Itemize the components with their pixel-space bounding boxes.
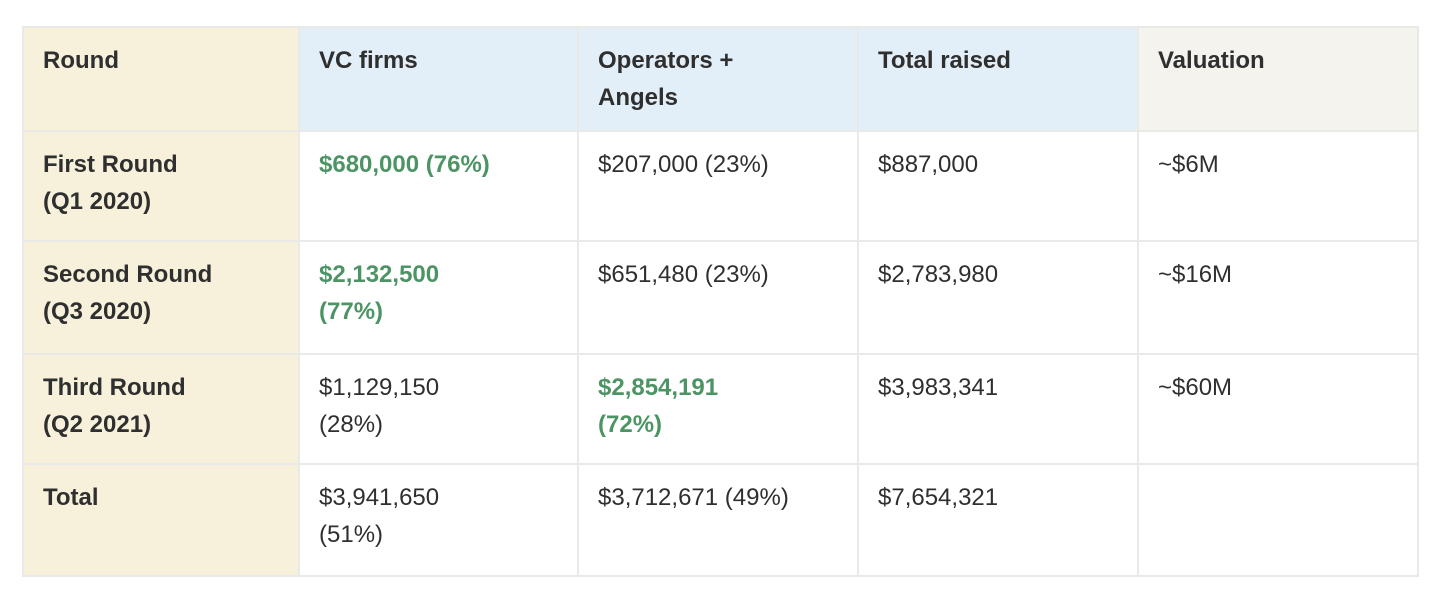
table-row-total: Total $3,941,650 (51%) $3,712,671 (49%) … [22,463,1419,577]
cell-total-raised-first-round: $887,000 [857,130,1139,242]
column-header-round: Round [22,26,300,132]
cell-round-second-round: Second Round (Q3 2020) [22,240,300,355]
cell-round-third-round: Third Round (Q2 2021) [22,353,300,465]
cell-vc-firms-second-round: $2,132,500 (77%) [298,240,579,355]
column-header-total-raised: Total raised [857,26,1139,132]
cell-valuation-first-round: ~$6M [1137,130,1419,242]
funding-rounds-table-container: Round VC firms Operators + Angels Total … [22,26,1419,577]
table-row-third-round: Third Round (Q2 2021) $1,129,150 (28%) $… [22,353,1419,465]
header-row: Round VC firms Operators + Angels Total … [22,26,1419,132]
column-header-valuation: Valuation [1137,26,1419,132]
cell-total-raised-third-round: $3,983,341 [857,353,1139,465]
funding-rounds-table: Round VC firms Operators + Angels Total … [22,26,1419,577]
cell-total-raised-second-round: $2,783,980 [857,240,1139,355]
cell-vc-firms-third-round: $1,129,150 (28%) [298,353,579,465]
column-header-vc-firms: VC firms [298,26,579,132]
cell-vc-firms-first-round: $680,000 (76%) [298,130,579,242]
table-row-first-round: First Round (Q1 2020) $680,000 (76%) $20… [22,130,1419,242]
cell-valuation-second-round: ~$16M [1137,240,1419,355]
cell-round-total: Total [22,463,300,577]
cell-operators-angels-total: $3,712,671 (49%) [577,463,859,577]
cell-total-raised-total: $7,654,321 [857,463,1139,577]
table-row-second-round: Second Round (Q3 2020) $2,132,500 (77%) … [22,240,1419,355]
cell-valuation-total [1137,463,1419,577]
cell-valuation-third-round: ~$60M [1137,353,1419,465]
cell-vc-firms-total: $3,941,650 (51%) [298,463,579,577]
column-header-operators-angels: Operators + Angels [577,26,859,132]
cell-operators-angels-second-round: $651,480 (23%) [577,240,859,355]
cell-operators-angels-third-round: $2,854,191 (72%) [577,353,859,465]
cell-operators-angels-first-round: $207,000 (23%) [577,130,859,242]
cell-round-first-round: First Round (Q1 2020) [22,130,300,242]
